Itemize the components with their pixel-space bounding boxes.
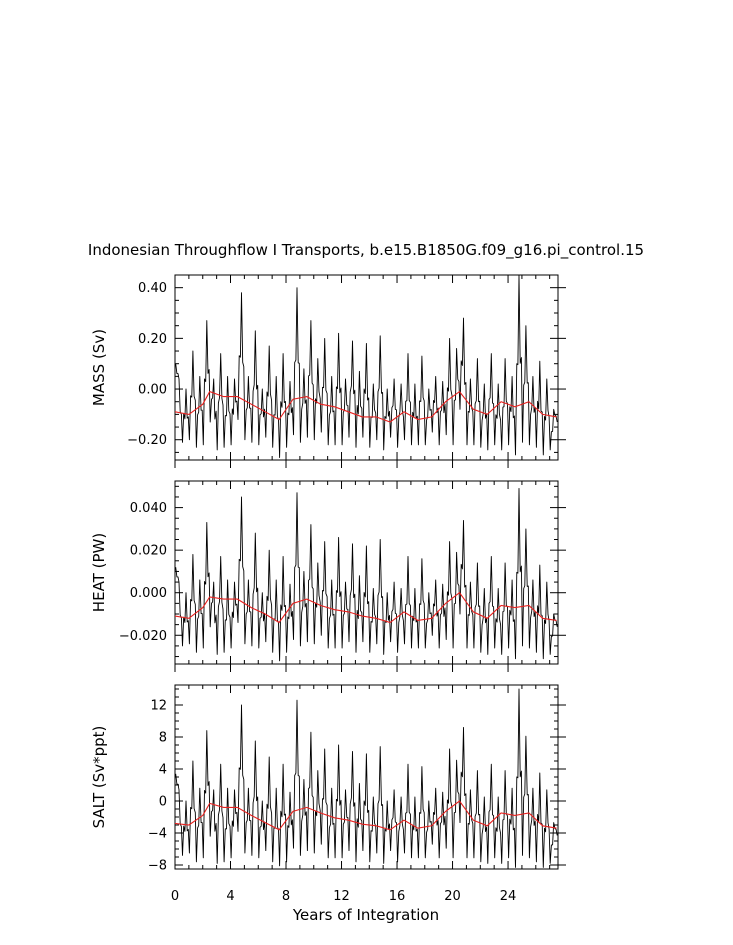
y-tick-label: 0.000 <box>130 586 167 601</box>
x-axis-label: Years of Integration <box>292 906 439 924</box>
x-tick-label: 8 <box>282 889 290 904</box>
y-axis-label: SALT (Sv*ppt) <box>90 726 108 829</box>
y-tick-label: 0.00 <box>138 383 167 398</box>
y-tick-label: 0 <box>159 795 167 810</box>
x-tick-label: 16 <box>389 889 406 904</box>
monthly-series-line <box>175 275 558 458</box>
y-tick-label: 4 <box>159 763 167 778</box>
y-tick-label: 0.40 <box>138 281 167 296</box>
annual-mean-line <box>175 800 557 831</box>
panel-2: −0.020 0.000 0.020 0.040 HEAT (PW) <box>90 480 566 672</box>
panel-1: −0.20 0.00 0.20 0.40 MASS (Sv) <box>90 274 566 468</box>
x-tick-label: 20 <box>444 889 461 904</box>
monthly-series-line <box>175 688 558 868</box>
y-tick-label: −0.20 <box>127 433 167 448</box>
y-axis-label: MASS (Sv) <box>90 329 108 406</box>
y-tick-label: −4 <box>148 827 167 842</box>
y-tick-label: −0.020 <box>119 629 167 644</box>
plot-frame <box>174 480 559 665</box>
x-tick-label: 4 <box>226 889 234 904</box>
panel-stack: −0.20 0.00 0.20 0.40 MASS (Sv) −0.020 0.000 0.0… <box>90 274 566 904</box>
y-tick-label: 8 <box>159 731 167 746</box>
plot-frame <box>174 274 559 461</box>
y-tick-label: 12 <box>150 699 167 714</box>
y-tick-label: 0.040 <box>130 501 167 516</box>
annual-mean-line <box>175 591 557 624</box>
annual-mean-line <box>175 390 557 423</box>
x-axis-tick-labels: 0 4 8 12 16 20 24 <box>171 889 516 904</box>
y-tick-label: 0.020 <box>130 544 167 559</box>
x-tick-label: 0 <box>171 889 179 904</box>
y-axis-label: HEAT (PW) <box>90 533 108 612</box>
x-tick-label: 12 <box>333 889 350 904</box>
x-tick-label: 24 <box>500 889 517 904</box>
chart-title: Indonesian Throughflow I Transports, b.e… <box>88 241 644 260</box>
y-tick-label: −8 <box>148 859 167 874</box>
y-tick-label: 0.20 <box>138 332 167 347</box>
monthly-series-line <box>175 487 558 662</box>
panel-3: −8 −4 0 4 8 12 SALT (Sv*ppt) <box>90 684 566 874</box>
